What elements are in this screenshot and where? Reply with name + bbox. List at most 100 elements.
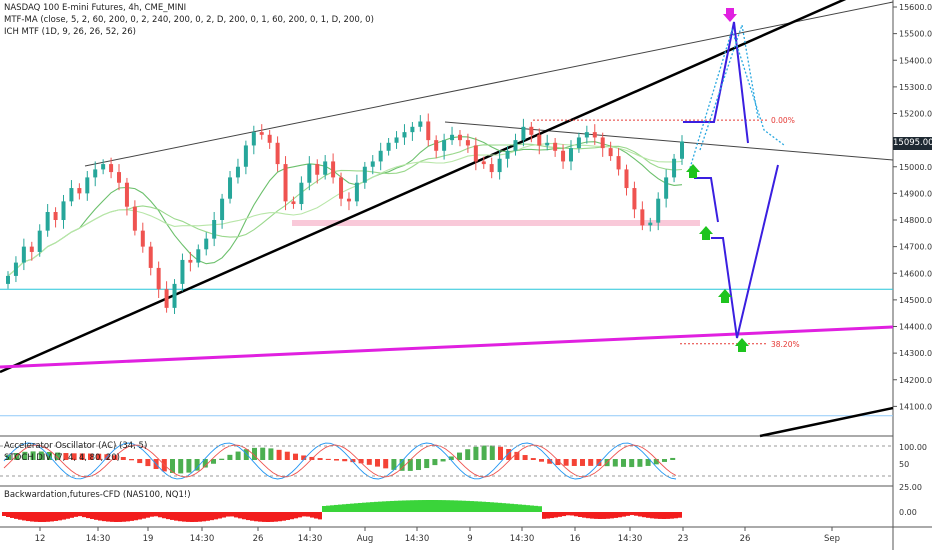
backwardation-bar	[390, 500, 394, 512]
backwardation-bar	[558, 512, 562, 517]
backwardation-bar	[358, 502, 362, 512]
chart-title: NASDAQ 100 E-mini Futures, 4h, CME_MINI	[4, 3, 187, 13]
candle-body	[45, 212, 50, 231]
backwardation-bar	[514, 504, 518, 512]
backwardation-bar	[318, 512, 322, 520]
candle	[505, 145, 510, 168]
price-tick-label: 14500.00	[899, 296, 932, 305]
ac-axis-label: 100.00	[899, 443, 927, 452]
candle-body	[386, 142, 391, 151]
ac-bar	[645, 459, 651, 466]
candle	[228, 171, 233, 204]
backwardation-bar	[666, 512, 670, 519]
backwardation-bar	[474, 501, 478, 512]
candle	[656, 192, 661, 231]
magenta-trend-line	[0, 325, 894, 369]
backwardation-bar	[50, 512, 54, 522]
backwardation-bar	[366, 502, 370, 512]
backwardation-bar	[218, 512, 222, 519]
candle-body	[648, 222, 653, 226]
candle-body	[410, 126, 415, 133]
backwardation-bar	[602, 512, 606, 519]
candle	[85, 171, 90, 201]
ac-bar	[30, 451, 36, 460]
buy-arrow-icon	[686, 164, 700, 178]
ac-bar	[284, 451, 290, 460]
time-tick-label: 16	[570, 534, 581, 544]
ac-bar	[514, 451, 520, 460]
ac-bar	[522, 455, 528, 460]
backwardation-bar	[510, 503, 514, 512]
ac-bar	[670, 457, 676, 460]
candle-body	[259, 132, 264, 135]
ac-bar	[317, 458, 323, 460]
candle-body	[616, 156, 621, 170]
candle-body	[109, 164, 114, 173]
backwardation-bar	[298, 512, 302, 518]
backwardation-bar	[74, 512, 78, 517]
candle	[45, 204, 50, 237]
backwardation-bar	[662, 512, 666, 519]
candle	[109, 157, 114, 179]
candle	[680, 135, 684, 165]
backwardation-bar	[214, 512, 218, 520]
candle-body	[148, 246, 153, 268]
backwardation-bar	[14, 512, 18, 519]
candle-body	[608, 148, 613, 157]
ac-bar	[539, 459, 544, 462]
candle-body	[672, 158, 677, 178]
backwardation-bar	[550, 512, 554, 519]
backwardation-bar	[174, 512, 178, 521]
backwardation-bar	[506, 503, 510, 512]
candle	[362, 161, 367, 189]
candle-body	[561, 150, 566, 162]
backwardation-bar	[378, 501, 382, 512]
ac-bar	[375, 459, 380, 467]
price-tick-label: 15200.00	[899, 110, 932, 119]
backwardation-bar	[18, 512, 22, 520]
candle-body	[465, 140, 470, 146]
candle	[275, 136, 280, 172]
candle	[648, 217, 653, 232]
backwardation-bar	[178, 512, 182, 522]
ac-bar	[137, 459, 143, 464]
backwardation-axis-label: 25.00	[899, 483, 922, 492]
backwardation-bar	[414, 500, 418, 512]
stoch-d-line	[3, 444, 677, 478]
time-tick-label: 26	[740, 534, 751, 544]
mtf-ma-legend: MTF-MA (close, 5, 2, 60, 200, 0, 2, 240,…	[4, 15, 374, 25]
backwardation-bar	[670, 512, 674, 519]
forecast-path-lower	[711, 164, 779, 339]
candle-body	[267, 134, 272, 143]
candle	[307, 156, 312, 191]
time-tick-label: 14:30	[510, 534, 535, 544]
candle-body	[196, 249, 201, 263]
backwardation-bar	[634, 512, 638, 516]
candle-body	[481, 161, 486, 165]
candle	[378, 142, 383, 171]
backwardation-bar	[338, 504, 342, 512]
backwardation-bar	[186, 512, 190, 522]
candle-body	[489, 164, 494, 173]
backwardation-bar	[638, 512, 642, 517]
candle	[632, 181, 637, 219]
backwardation-bar	[98, 512, 102, 521]
candle	[537, 128, 542, 155]
backwardation-bar	[210, 512, 214, 521]
candle-body	[124, 182, 129, 207]
candle-body	[228, 177, 233, 199]
price-tick-label: 15500.00	[899, 30, 932, 39]
ac-bar	[481, 445, 487, 460]
backwardation-bar	[494, 502, 498, 512]
backwardation-bar	[270, 512, 274, 522]
backwardation-bar	[470, 501, 474, 512]
forecast-path-mid	[694, 177, 719, 223]
backwardation-bar	[538, 506, 542, 512]
candle	[584, 125, 589, 144]
backwardation-bar	[130, 512, 134, 521]
candle-body	[576, 137, 581, 149]
backwardation-bar	[482, 501, 486, 512]
ac-bar	[621, 459, 626, 467]
candle-body	[220, 198, 225, 220]
